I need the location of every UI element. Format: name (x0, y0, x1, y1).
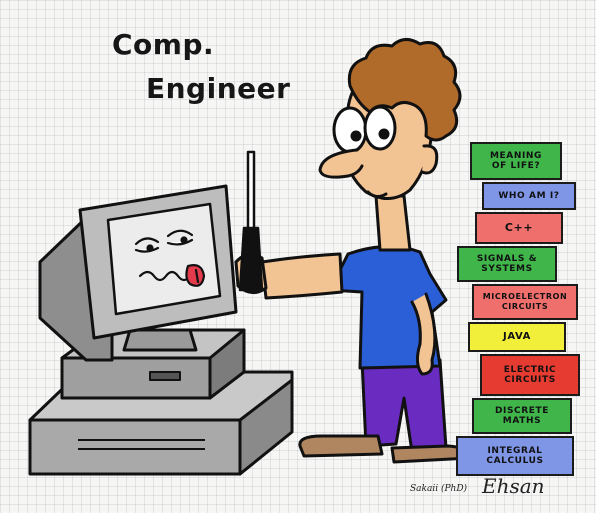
book: MEANING OF LIFE? (470, 142, 562, 180)
screwdriver-icon (238, 150, 264, 292)
book: DISCRETE MATHS (472, 398, 572, 434)
book: WHO AM I? (482, 182, 576, 210)
engineer-figure (234, 38, 473, 464)
book: MICROELECTRON CIRCUITS (472, 284, 578, 320)
book-label: ELECTRIC CIRCUITS (503, 365, 557, 385)
book: ELECTRIC CIRCUITS (480, 354, 580, 396)
book: INTEGRAL CALCULUS (456, 436, 574, 476)
signature-name: Ehsan (482, 474, 545, 498)
book-label: SIGNALS & SYSTEMS (476, 254, 538, 274)
book-label: DISCRETE MATHS (494, 406, 550, 426)
monitor (38, 184, 238, 362)
screen-face (134, 229, 206, 287)
title-line-2: Engineer (146, 72, 291, 105)
book-label: JAVA (503, 331, 531, 342)
book-label: C++ (504, 221, 534, 234)
signature-prefix: Sakaii (PhD) (410, 484, 468, 494)
book-label: INTEGRAL CALCULUS (486, 446, 544, 466)
computer-case (28, 328, 294, 476)
book-label: WHO AM I? (498, 191, 560, 201)
book: SIGNALS & SYSTEMS (457, 246, 557, 282)
title-line-1: Comp. (112, 28, 215, 61)
book: JAVA (468, 322, 566, 352)
book-label: MICROELECTRON CIRCUITS (482, 292, 568, 311)
book: C++ (475, 212, 563, 244)
book-label: MEANING OF LIFE? (489, 151, 543, 171)
